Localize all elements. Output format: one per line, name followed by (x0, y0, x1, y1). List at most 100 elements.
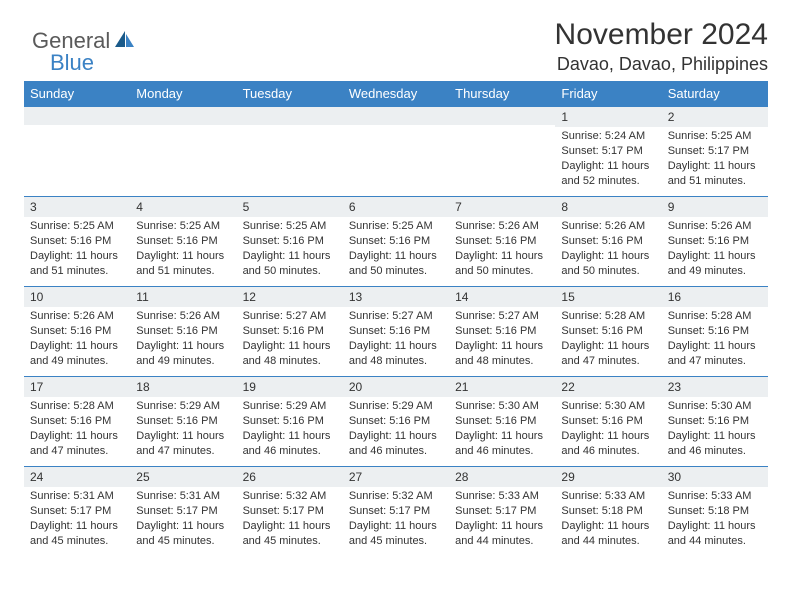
day-number: 20 (343, 377, 449, 397)
day-number: 7 (449, 197, 555, 217)
sunrise-text: Sunrise: 5:26 AM (668, 219, 762, 234)
sunset-text: Sunset: 5:16 PM (30, 234, 124, 249)
daylight-text: Daylight: 11 hours and 46 minutes. (561, 429, 655, 459)
daylight-text: Daylight: 11 hours and 49 minutes. (136, 339, 230, 369)
calendar-day-cell (449, 107, 555, 197)
daylight-text: Daylight: 11 hours and 45 minutes. (349, 519, 443, 549)
day-number: 30 (662, 467, 768, 487)
calendar-day-cell: 8Sunrise: 5:26 AMSunset: 5:16 PMDaylight… (555, 197, 661, 287)
day-content (130, 125, 236, 185)
sunset-text: Sunset: 5:16 PM (349, 324, 443, 339)
calendar-day-cell: 7Sunrise: 5:26 AMSunset: 5:16 PMDaylight… (449, 197, 555, 287)
day-content: Sunrise: 5:31 AMSunset: 5:17 PMDaylight:… (130, 487, 236, 552)
day-content: Sunrise: 5:27 AMSunset: 5:16 PMDaylight:… (343, 307, 449, 372)
day-content: Sunrise: 5:24 AMSunset: 5:17 PMDaylight:… (555, 127, 661, 192)
calendar-day-cell: 23Sunrise: 5:30 AMSunset: 5:16 PMDayligh… (662, 377, 768, 467)
daylight-text: Daylight: 11 hours and 44 minutes. (561, 519, 655, 549)
day-content: Sunrise: 5:32 AMSunset: 5:17 PMDaylight:… (237, 487, 343, 552)
daylight-text: Daylight: 11 hours and 44 minutes. (668, 519, 762, 549)
sunrise-text: Sunrise: 5:24 AM (561, 129, 655, 144)
day-content: Sunrise: 5:26 AMSunset: 5:16 PMDaylight:… (555, 217, 661, 282)
day-content: Sunrise: 5:29 AMSunset: 5:16 PMDaylight:… (130, 397, 236, 462)
calendar-day-cell: 9Sunrise: 5:26 AMSunset: 5:16 PMDaylight… (662, 197, 768, 287)
day-number: 11 (130, 287, 236, 307)
calendar-day-cell (237, 107, 343, 197)
sunset-text: Sunset: 5:16 PM (561, 414, 655, 429)
calendar-day-cell: 22Sunrise: 5:30 AMSunset: 5:16 PMDayligh… (555, 377, 661, 467)
daylight-text: Daylight: 11 hours and 49 minutes. (668, 249, 762, 279)
day-content: Sunrise: 5:33 AMSunset: 5:17 PMDaylight:… (449, 487, 555, 552)
day-number: 5 (237, 197, 343, 217)
sunrise-text: Sunrise: 5:33 AM (668, 489, 762, 504)
daylight-text: Daylight: 11 hours and 50 minutes. (243, 249, 337, 279)
sunrise-text: Sunrise: 5:33 AM (561, 489, 655, 504)
sunset-text: Sunset: 5:16 PM (455, 324, 549, 339)
sunrise-text: Sunrise: 5:25 AM (349, 219, 443, 234)
calendar-week-row: 3Sunrise: 5:25 AMSunset: 5:16 PMDaylight… (24, 197, 768, 287)
day-number: 24 (24, 467, 130, 487)
daylight-text: Daylight: 11 hours and 45 minutes. (30, 519, 124, 549)
calendar-day-cell: 16Sunrise: 5:28 AMSunset: 5:16 PMDayligh… (662, 287, 768, 377)
day-number: 1 (555, 107, 661, 127)
calendar-day-cell: 11Sunrise: 5:26 AMSunset: 5:16 PMDayligh… (130, 287, 236, 377)
calendar-day-cell: 4Sunrise: 5:25 AMSunset: 5:16 PMDaylight… (130, 197, 236, 287)
day-number: 28 (449, 467, 555, 487)
day-number: 4 (130, 197, 236, 217)
daylight-text: Daylight: 11 hours and 47 minutes. (136, 429, 230, 459)
day-content: Sunrise: 5:26 AMSunset: 5:16 PMDaylight:… (662, 217, 768, 282)
calendar-week-row: 17Sunrise: 5:28 AMSunset: 5:16 PMDayligh… (24, 377, 768, 467)
daylight-text: Daylight: 11 hours and 45 minutes. (136, 519, 230, 549)
sunrise-text: Sunrise: 5:26 AM (455, 219, 549, 234)
day-content: Sunrise: 5:25 AMSunset: 5:16 PMDaylight:… (343, 217, 449, 282)
daylight-text: Daylight: 11 hours and 50 minutes. (349, 249, 443, 279)
daylight-text: Daylight: 11 hours and 52 minutes. (561, 159, 655, 189)
daylight-text: Daylight: 11 hours and 46 minutes. (668, 429, 762, 459)
daylight-text: Daylight: 11 hours and 49 minutes. (30, 339, 124, 369)
calendar-day-cell: 30Sunrise: 5:33 AMSunset: 5:18 PMDayligh… (662, 467, 768, 557)
calendar-week-row: 24Sunrise: 5:31 AMSunset: 5:17 PMDayligh… (24, 467, 768, 557)
sunrise-text: Sunrise: 5:25 AM (243, 219, 337, 234)
calendar-day-cell: 17Sunrise: 5:28 AMSunset: 5:16 PMDayligh… (24, 377, 130, 467)
sunset-text: Sunset: 5:16 PM (668, 324, 762, 339)
sunset-text: Sunset: 5:17 PM (455, 504, 549, 519)
sunrise-text: Sunrise: 5:30 AM (561, 399, 655, 414)
location-text: Davao, Davao, Philippines (24, 54, 768, 75)
day-content: Sunrise: 5:25 AMSunset: 5:16 PMDaylight:… (24, 217, 130, 282)
day-number: 27 (343, 467, 449, 487)
day-header-wed: Wednesday (343, 81, 449, 107)
calendar-day-cell: 19Sunrise: 5:29 AMSunset: 5:16 PMDayligh… (237, 377, 343, 467)
calendar-day-cell: 14Sunrise: 5:27 AMSunset: 5:16 PMDayligh… (449, 287, 555, 377)
sunset-text: Sunset: 5:16 PM (136, 324, 230, 339)
day-content: Sunrise: 5:30 AMSunset: 5:16 PMDaylight:… (555, 397, 661, 462)
day-number: 10 (24, 287, 130, 307)
calendar-day-cell (343, 107, 449, 197)
calendar-week-row: 10Sunrise: 5:26 AMSunset: 5:16 PMDayligh… (24, 287, 768, 377)
day-header-sun: Sunday (24, 81, 130, 107)
day-content: Sunrise: 5:33 AMSunset: 5:18 PMDaylight:… (662, 487, 768, 552)
day-content: Sunrise: 5:33 AMSunset: 5:18 PMDaylight:… (555, 487, 661, 552)
sunrise-text: Sunrise: 5:26 AM (30, 309, 124, 324)
calendar-day-cell: 15Sunrise: 5:28 AMSunset: 5:16 PMDayligh… (555, 287, 661, 377)
daylight-text: Daylight: 11 hours and 48 minutes. (243, 339, 337, 369)
calendar-weekday-header: Sunday Monday Tuesday Wednesday Thursday… (24, 81, 768, 107)
sunset-text: Sunset: 5:17 PM (668, 144, 762, 159)
daylight-text: Daylight: 11 hours and 47 minutes. (668, 339, 762, 369)
calendar-day-cell: 13Sunrise: 5:27 AMSunset: 5:16 PMDayligh… (343, 287, 449, 377)
day-number: 23 (662, 377, 768, 397)
sunset-text: Sunset: 5:18 PM (668, 504, 762, 519)
daylight-text: Daylight: 11 hours and 48 minutes. (349, 339, 443, 369)
sunset-text: Sunset: 5:16 PM (136, 234, 230, 249)
day-header-tue: Tuesday (237, 81, 343, 107)
day-content: Sunrise: 5:26 AMSunset: 5:16 PMDaylight:… (24, 307, 130, 372)
day-content: Sunrise: 5:26 AMSunset: 5:16 PMDaylight:… (130, 307, 236, 372)
day-content: Sunrise: 5:28 AMSunset: 5:16 PMDaylight:… (555, 307, 661, 372)
daylight-text: Daylight: 11 hours and 46 minutes. (349, 429, 443, 459)
sunset-text: Sunset: 5:16 PM (349, 414, 443, 429)
daylight-text: Daylight: 11 hours and 46 minutes. (243, 429, 337, 459)
calendar-day-cell: 28Sunrise: 5:33 AMSunset: 5:17 PMDayligh… (449, 467, 555, 557)
day-number: 26 (237, 467, 343, 487)
day-number: 14 (449, 287, 555, 307)
sunset-text: Sunset: 5:17 PM (30, 504, 124, 519)
day-content (237, 125, 343, 185)
day-content: Sunrise: 5:27 AMSunset: 5:16 PMDaylight:… (237, 307, 343, 372)
